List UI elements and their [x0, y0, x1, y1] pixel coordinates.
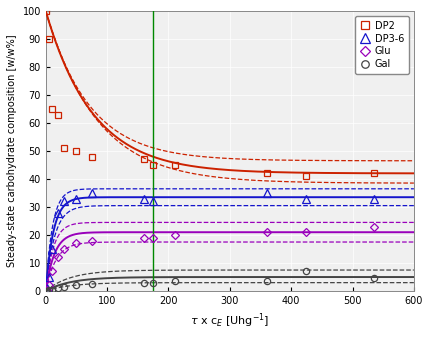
- DP3-6: [44, 286, 49, 290]
- DP3-6: [304, 196, 309, 201]
- Glu: [55, 255, 61, 259]
- Glu: [372, 224, 377, 228]
- DP3-6: [372, 196, 377, 201]
- DP3-6: [74, 196, 79, 201]
- DP2: [172, 163, 177, 167]
- Glu: [172, 233, 177, 237]
- Gal: [304, 269, 309, 273]
- DP2: [89, 155, 94, 159]
- Line: DP2: DP2: [43, 8, 377, 179]
- X-axis label: $\tau$ x c$_E$ [Uhg$^{-1}$]: $\tau$ x c$_E$ [Uhg$^{-1}$]: [190, 311, 270, 330]
- Line: Gal: Gal: [44, 268, 377, 294]
- Glu: [44, 287, 49, 292]
- Glu: [61, 247, 67, 251]
- DP2: [372, 172, 377, 176]
- DP3-6: [264, 191, 269, 195]
- DP3-6: [89, 191, 94, 195]
- Gal: [264, 279, 269, 283]
- DP3-6: [61, 200, 67, 204]
- Glu: [141, 236, 147, 240]
- DP3-6: [49, 247, 55, 251]
- Gal: [49, 287, 55, 292]
- DP3-6: [150, 200, 156, 204]
- Gal: [44, 289, 49, 293]
- DP2: [49, 107, 55, 111]
- Line: Glu: Glu: [44, 223, 377, 293]
- DP2: [61, 146, 67, 150]
- Glu: [46, 283, 51, 287]
- DP3-6: [141, 196, 147, 201]
- DP2: [46, 37, 51, 41]
- Glu: [150, 236, 156, 240]
- Gal: [89, 282, 94, 286]
- Y-axis label: Steady-state carbohydrate composition [w/w%]: Steady-state carbohydrate composition [w…: [7, 35, 17, 267]
- Gal: [74, 283, 79, 287]
- Line: DP3-6: DP3-6: [43, 189, 378, 292]
- Gal: [372, 276, 377, 280]
- Glu: [89, 239, 94, 243]
- DP2: [150, 163, 156, 167]
- Glu: [49, 269, 55, 273]
- DP2: [74, 149, 79, 153]
- Gal: [172, 279, 177, 283]
- Glu: [304, 230, 309, 234]
- Glu: [264, 230, 269, 234]
- Gal: [55, 286, 61, 290]
- DP2: [304, 174, 309, 178]
- DP2: [141, 157, 147, 161]
- DP3-6: [55, 211, 61, 215]
- Gal: [141, 281, 147, 285]
- DP2: [264, 172, 269, 176]
- DP2: [44, 9, 49, 13]
- Gal: [61, 285, 67, 289]
- Gal: [150, 281, 156, 285]
- Glu: [74, 241, 79, 245]
- DP3-6: [46, 275, 51, 279]
- Gal: [46, 288, 51, 293]
- DP2: [55, 113, 61, 117]
- Legend: DP2, DP3-6, Glu, Gal: DP2, DP3-6, Glu, Gal: [355, 16, 409, 74]
